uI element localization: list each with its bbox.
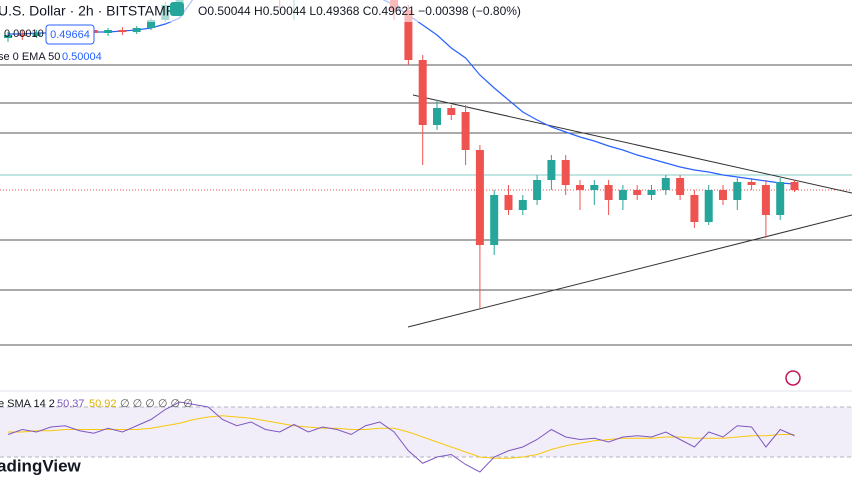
candle-body	[719, 190, 727, 200]
candle-body	[4, 35, 12, 38]
candle-body	[418, 60, 427, 125]
rsi-sma-line	[8, 415, 795, 459]
candle-body	[32, 33, 41, 36]
candle-body	[733, 182, 742, 200]
ema-label: se 0 EMA 50	[0, 51, 60, 63]
candle-body	[761, 185, 770, 215]
candle-body	[504, 195, 513, 210]
trend-line	[412, 94, 852, 194]
rsi-line	[7, 401, 795, 473]
candle-body	[633, 190, 642, 195]
candle-body	[561, 160, 570, 185]
candle-body	[604, 185, 613, 200]
candle-body	[461, 112, 470, 150]
ohlc: O0.50044 H0.50044 L0.49368 C0.49621 −0.0…	[198, 4, 521, 18]
candle-body	[647, 190, 656, 195]
step: 0.00010	[4, 28, 44, 40]
candle-body	[776, 182, 785, 215]
candle-body	[576, 185, 584, 190]
candle-body	[104, 30, 113, 33]
status-icon	[170, 2, 184, 16]
header-bg	[0, 0, 852, 22]
candle-body	[533, 180, 542, 200]
candle-body	[404, 10, 413, 60]
price-box-value: 0.49664	[50, 29, 90, 41]
candle-body	[447, 108, 456, 115]
candle-body	[475, 150, 484, 245]
candle-body	[547, 160, 556, 180]
rsi-extra: ∅ ∅ ∅ ∅ ∅ ∅	[120, 398, 193, 410]
candle-body	[118, 30, 127, 32]
candle-body	[661, 178, 670, 190]
candle-body	[618, 190, 627, 200]
rsi-pane-content	[0, 401, 852, 473]
price-box[interactable]	[45, 24, 95, 45]
candle-body	[132, 28, 141, 32]
symbol-title: U.S. Dollar · 2h · BITSTAMP	[0, 3, 175, 19]
candle-body	[18, 35, 27, 36]
candle-body	[518, 200, 527, 210]
rsi-label: e SMA 14 2	[0, 398, 55, 410]
trend-line	[407, 214, 852, 328]
candle-body	[747, 182, 756, 185]
candle-body	[147, 20, 155, 28]
candle-body	[590, 185, 599, 190]
candle-body	[704, 190, 713, 222]
candle-body	[676, 178, 685, 195]
candle-body	[490, 195, 499, 245]
rsi-value: 50.37	[57, 398, 85, 410]
ema-value: 0.50004	[62, 51, 102, 63]
rsi-band	[0, 407, 852, 457]
candle-body	[433, 108, 441, 125]
candle-body	[790, 182, 799, 190]
brand: adingView	[0, 456, 82, 475]
rsi-sma-value: 50.92	[89, 398, 117, 410]
candle-body	[690, 195, 699, 222]
alert-icon[interactable]	[785, 370, 801, 386]
